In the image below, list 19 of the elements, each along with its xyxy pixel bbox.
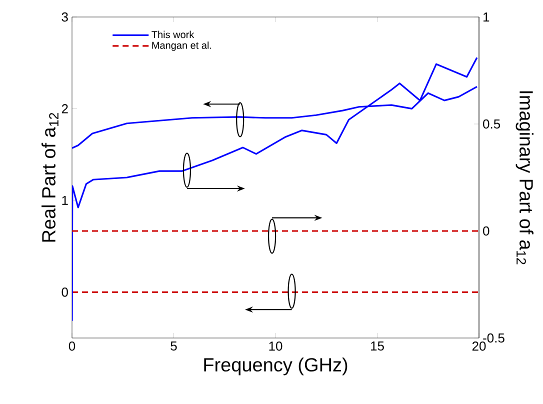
y2-tick-label: 0	[483, 226, 490, 236]
y2-tick-label: 0.5	[483, 119, 500, 129]
y-tick-label: 0	[62, 288, 68, 297]
y-tick-label: 2	[62, 104, 68, 114]
x-tick-label: 20	[472, 342, 486, 351]
y-axis-title: Real Part of a$_{12}$	[42, 112, 58, 242]
y-tick-label: 3	[62, 12, 68, 22]
legend-label: Mangan et al.	[152, 42, 212, 51]
x-tick-label: 15	[371, 342, 384, 351]
y-tick-label: 1	[62, 196, 68, 205]
x-axis-title: Frequency (GHz)	[204, 358, 348, 376]
legend-label: This work	[152, 30, 194, 38]
line-series	[72, 56, 478, 322]
y2-tick-label: 1	[484, 12, 490, 22]
y2-axis-title: Imaginary Part of a$_{12}$	[516, 91, 534, 264]
x-tick-label: 0	[68, 342, 76, 351]
x-tick-label: 10	[269, 342, 282, 351]
y2-tick-label: -0.5	[483, 333, 504, 343]
x-tick-label: 5	[170, 342, 177, 351]
